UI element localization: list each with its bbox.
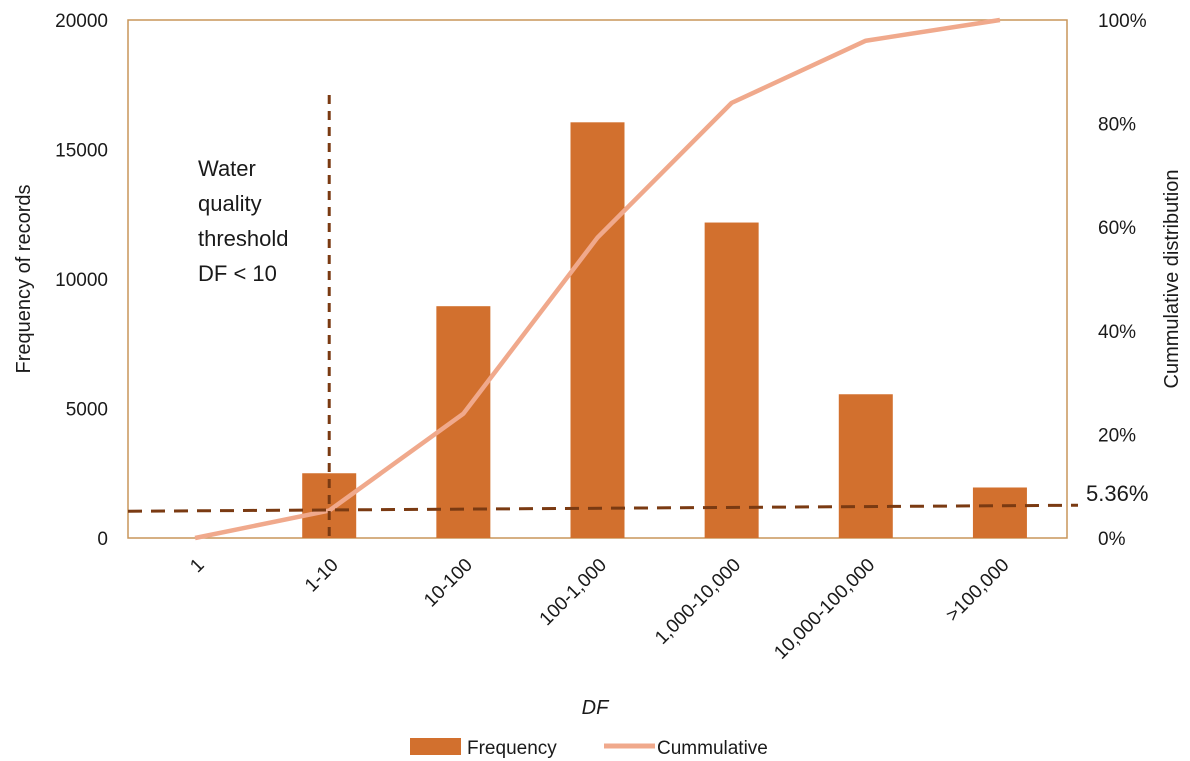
y-axis-title: Frequency of records [13, 185, 35, 374]
x-tick-label: 1,000-10,000 [651, 555, 745, 649]
bar-4 [704, 222, 759, 538]
y-tick-label: 15000 [55, 141, 108, 162]
threshold-annotation-line: threshold [198, 226, 289, 251]
y-tick-label: 0 [97, 529, 108, 550]
y2-tick-label: 100% [1098, 11, 1147, 32]
cumulative-line [194, 17, 1001, 541]
x-tick-label: 10-100 [420, 555, 477, 612]
bar-2 [436, 306, 491, 538]
x-tick-label: 1-10 [301, 555, 343, 597]
threshold-annotation-line: quality [198, 191, 262, 216]
threshold-annotation: Water quality threshold DF < 10 [198, 156, 289, 286]
y2-tick-label: 60% [1098, 218, 1136, 239]
legend: Frequency Cummulative [410, 738, 768, 759]
legend-label-frequency: Frequency [467, 738, 557, 759]
y2-tick-label: 40% [1098, 322, 1136, 343]
y2-tick-label: 20% [1098, 425, 1136, 446]
bar-6 [972, 487, 1027, 538]
bar-5 [838, 394, 893, 538]
threshold-annotation-line: DF < 10 [198, 261, 277, 286]
legend-swatch-frequency [410, 738, 461, 755]
y-tick-label: 20000 [55, 11, 108, 32]
x-tick-label: 10,000-100,000 [770, 555, 879, 664]
x-tick-label: >100,000 [942, 555, 1013, 626]
legend-label-cumulative: Cummulative [657, 738, 768, 759]
threshold-horizontal-line [127, 503, 1079, 513]
right-axis-ticks: 0% 20% 40% 60% 80% 100% [1098, 11, 1147, 550]
y2-axis-title: Cummulative distribution [1161, 170, 1183, 389]
x-axis-title: DF [582, 697, 610, 719]
x-tick-label: 100-1,000 [536, 555, 611, 630]
y-tick-label: 10000 [55, 270, 108, 291]
x-tick-label: 1 [186, 555, 208, 577]
y2-tick-label: 0% [1098, 529, 1126, 550]
x-axis-ticks: 1 1-10 10-100 100-1,000 1,000-10,000 10,000-1… [186, 555, 1013, 664]
y-tick-label: 5000 [66, 400, 108, 421]
bars-layer [302, 122, 1027, 539]
hline-value-label: 5.36% [1086, 481, 1148, 506]
left-axis-ticks: 0 5000 10000 15000 20000 [55, 11, 108, 550]
bar-3 [570, 122, 625, 539]
threshold-annotation-line: Water [198, 156, 256, 181]
y2-tick-label: 80% [1098, 115, 1136, 136]
